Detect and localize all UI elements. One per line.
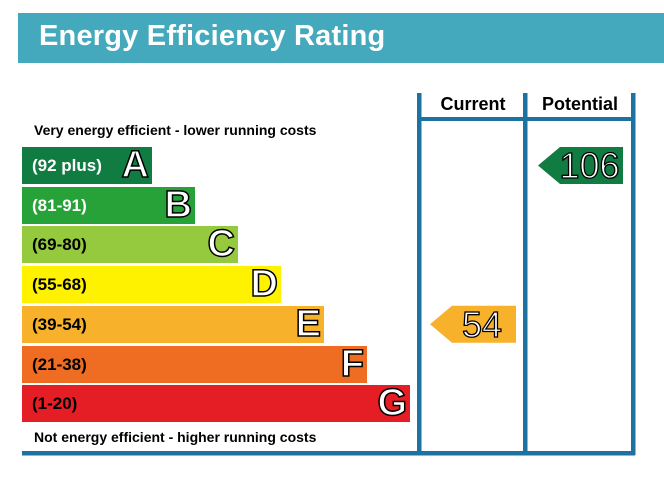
band-range-label: (55-68) [32,275,87,295]
band-letter: D [250,263,279,306]
band-f: (21-38) F [22,342,367,385]
band-b: (81-91) B [22,183,195,226]
band-g: (1-20) G [22,382,410,425]
band-e: (39-54) E [22,302,324,345]
column-header-current: Current [440,94,506,114]
band-range-label: (1-20) [32,394,78,414]
band-range-label: (21-38) [32,354,87,374]
potential-rating-arrow [538,147,623,184]
current-rating-value: 54 [461,303,503,345]
divider-right [631,93,636,455]
bottom-note: Not energy efficient - higher running co… [34,429,317,445]
band-letter: G [377,382,408,425]
header-bar: Energy Efficiency Rating [18,13,664,63]
current-rating-arrow [430,305,516,343]
top-note: Very energy efficient - lower running co… [34,122,317,138]
band-a: (92 plus) A [22,144,152,186]
band-range-label: (69-80) [32,235,87,255]
divider-left [417,93,422,455]
band-letter: A [121,144,150,186]
band-letter: C [207,223,236,266]
divider-middle [523,93,528,455]
column-header-potential: Potential [541,94,618,114]
band-letter: B [164,183,193,226]
band-range-label: (92 plus) [32,156,102,175]
arrow-shape [430,305,516,343]
column-header-underline [417,117,635,121]
band-letter: F [340,342,365,385]
band-range-label: (39-54) [32,314,87,334]
bottom-rule [22,451,635,456]
arrow-shape [538,147,623,184]
band-letter: E [295,302,322,345]
page-title: Energy Efficiency Rating [39,20,386,52]
band-c: (69-80) C [22,223,238,266]
band-d: (55-68) D [22,263,281,306]
band-range-label: (81-91) [32,195,87,215]
potential-rating-value: 106 [559,145,620,186]
